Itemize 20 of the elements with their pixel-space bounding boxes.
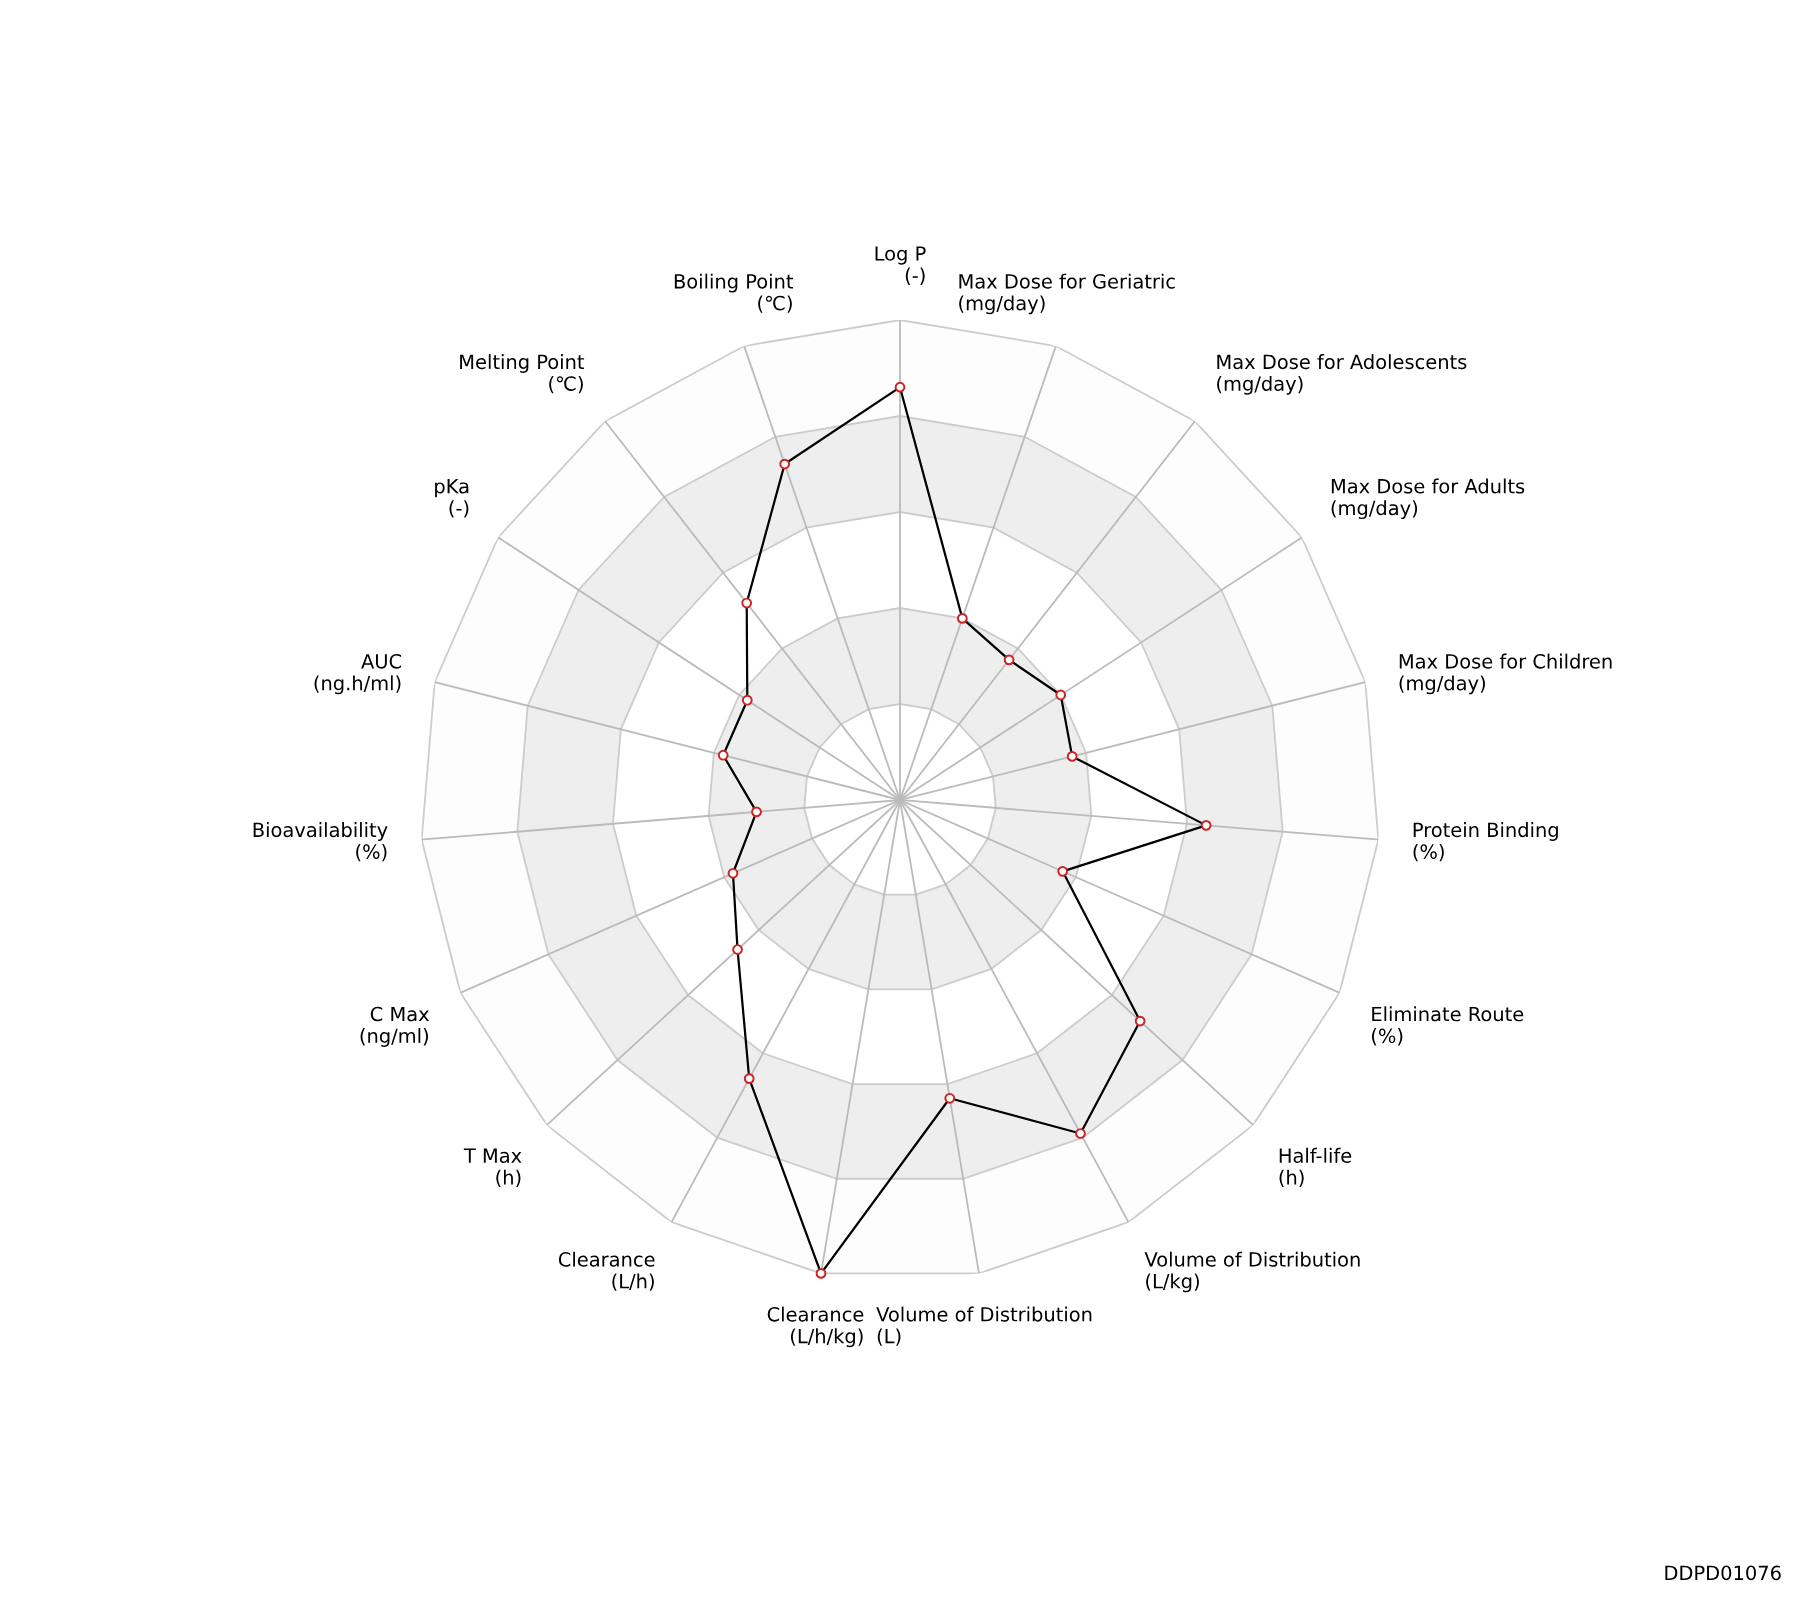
spoke-label: T Max (h) bbox=[463, 1148, 522, 1187]
spoke-label: Max Dose for Geriatric (mg/day) bbox=[959, 273, 1175, 315]
spoke-label: Boiling Point (℃) bbox=[674, 273, 794, 313]
spoke-label: Half-life (h) bbox=[1279, 1147, 1352, 1187]
spoke-label: Clearance (L/h/kg) bbox=[767, 1306, 864, 1348]
spoke-label: AUC (ng.h/ml) bbox=[314, 653, 402, 695]
spoke-label: Bioavailability (%) bbox=[253, 822, 388, 862]
spoke-label: pKa (-) bbox=[435, 479, 469, 518]
spoke-label: Max Dose for Adolescents (mg/day) bbox=[1217, 354, 1467, 395]
spoke-label: Melting Point (℃) bbox=[460, 354, 585, 394]
spoke-label: Log P (-) bbox=[875, 246, 926, 285]
spoke-label: Clearance (L/h) bbox=[558, 1251, 655, 1291]
spoke-label: Max Dose for Adults (mg/day) bbox=[1331, 478, 1525, 520]
spoke-label: C Max (ng/ml) bbox=[360, 1006, 430, 1047]
spoke-label: Volume of Distribution (L/kg) bbox=[1144, 1251, 1360, 1293]
text: DDPD01076 bbox=[1665, 1565, 1781, 1581]
spoke-label: Max Dose for Children (mg/day) bbox=[1399, 653, 1612, 695]
spoke-label: Eliminate Route (%) bbox=[1372, 1006, 1524, 1046]
spoke-label: Protein Binding (%) bbox=[1413, 822, 1558, 862]
spoke-label: Volume of Distribution (L) bbox=[876, 1306, 1092, 1346]
